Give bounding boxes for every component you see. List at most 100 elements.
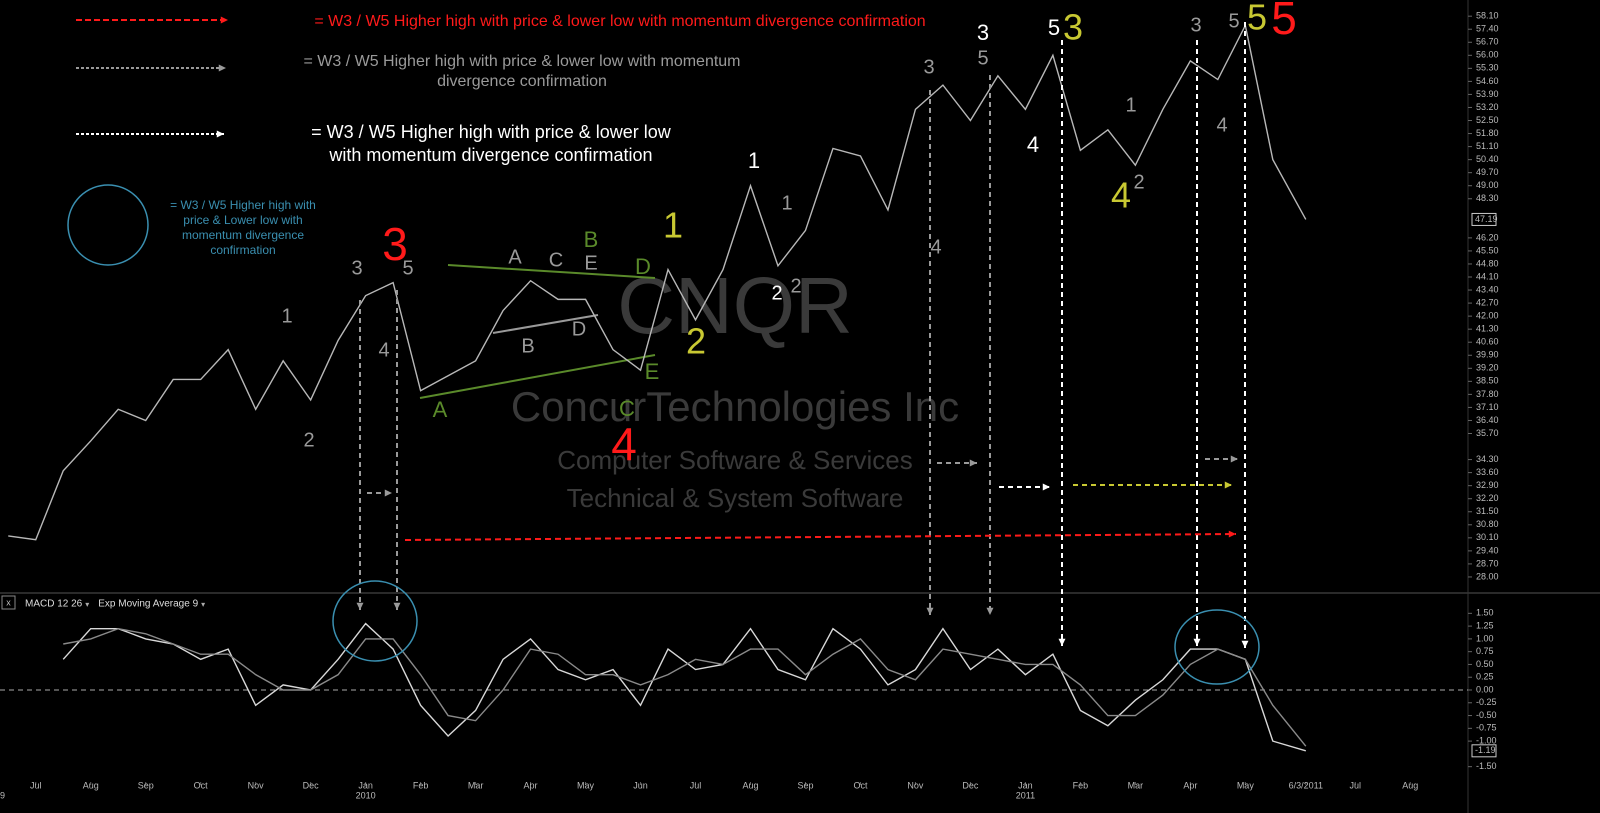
x-tick-label: May <box>577 780 595 790</box>
y-tick-label: 37.10 <box>1476 402 1499 412</box>
last-value-label: 47.19 <box>1475 214 1498 224</box>
y-tick-label: 34.30 <box>1476 454 1499 464</box>
divergence-arrow-head <box>1228 530 1236 538</box>
y-tick-label: 48.30 <box>1476 193 1499 203</box>
divergence-circle <box>1174 609 1260 685</box>
y-tick-label: 46.20 <box>1476 232 1499 242</box>
y-tick-label: -0.25 <box>1476 697 1497 707</box>
wave-label: B <box>521 335 534 357</box>
close-icon[interactable]: x <box>6 597 11 607</box>
wave-label: 3 <box>382 218 408 270</box>
y-tick-label: 43.40 <box>1476 284 1499 294</box>
y-tick-label: 1.25 <box>1476 620 1494 630</box>
wave-label: 5 <box>402 257 413 279</box>
x-tick-label: Aug <box>83 780 99 790</box>
wave-label: 2 <box>1133 171 1144 193</box>
wave-label: 1 <box>663 205 683 246</box>
divergence-arrow-head <box>969 459 977 467</box>
y-tick-label: 56.70 <box>1476 37 1499 47</box>
x-tick-label: Jan <box>1018 780 1033 790</box>
x-tick-label: Feb <box>1073 780 1089 790</box>
y-tick-label: 55.30 <box>1476 63 1499 73</box>
y-tick-label: 36.40 <box>1476 415 1499 425</box>
y-tick-label: 0.25 <box>1476 672 1494 682</box>
divergence-arrow-head <box>1230 455 1238 463</box>
y-tick-label: 44.10 <box>1476 271 1499 281</box>
wave-label: A <box>508 246 522 268</box>
y-tick-label: 32.20 <box>1476 493 1499 503</box>
wave-label: 5 <box>1048 15 1060 40</box>
wave-label: 2 <box>303 429 314 451</box>
y-tick-label: 40.60 <box>1476 337 1499 347</box>
trendline <box>492 314 599 334</box>
y-tick-label: 45.50 <box>1476 245 1499 255</box>
wave-label: 1 <box>1125 94 1136 116</box>
y-tick-label: 54.60 <box>1476 76 1499 86</box>
y-tick-label: 0.75 <box>1476 646 1494 656</box>
legend-note: price & Lower low with <box>183 213 302 227</box>
x-tick-label: Dec <box>303 780 320 790</box>
y-tick-label: 0.50 <box>1476 659 1494 669</box>
last-value-label: -1.19 <box>1475 745 1496 755</box>
legend-note: = W3 / W5 Higher high with price & lower… <box>311 122 672 142</box>
wave-label: 4 <box>1216 114 1227 136</box>
wave-label: A <box>433 397 448 422</box>
divergence-arrow <box>404 533 1237 541</box>
last-value-box <box>1471 212 1497 226</box>
wave-label: B <box>584 227 599 252</box>
trendline <box>447 264 656 279</box>
wave-label: 4 <box>611 418 637 470</box>
divergence-circle <box>332 580 418 662</box>
wave-label: 4 <box>378 339 389 361</box>
y-tick-label: 50.40 <box>1476 154 1499 164</box>
y-tick-label: 32.90 <box>1476 480 1499 490</box>
legend-note: with momentum divergence confirmation <box>328 145 652 165</box>
wave-label: 2 <box>790 275 801 297</box>
y-tick-label: 39.20 <box>1476 363 1499 373</box>
y-tick-label: 1.00 <box>1476 633 1494 643</box>
y-tick-label: 53.20 <box>1476 102 1499 112</box>
y-tick-label: 33.60 <box>1476 467 1499 477</box>
wave-label: 2 <box>686 321 706 362</box>
wave-label: 4 <box>930 236 941 258</box>
y-tick-label: -1.50 <box>1476 761 1497 771</box>
x-tick-label: Jul <box>1350 780 1362 790</box>
legend-note: = W3 / W5 Higher high with price & lower… <box>303 53 740 70</box>
y-tick-label: 30.80 <box>1476 519 1499 529</box>
x-tick-label: Apr <box>1183 780 1197 790</box>
legend-circle <box>67 184 149 266</box>
legend-dropdown: ▾ <box>201 600 205 609</box>
wave-label: C <box>549 249 563 271</box>
triangle-lines <box>419 264 656 399</box>
series-line <box>63 627 1307 747</box>
wave-label: 4 <box>1111 175 1131 216</box>
y-tick-label: 29.40 <box>1476 545 1499 555</box>
x-tick-label: Sep <box>797 780 813 790</box>
watermark-sector: Computer Software & Services <box>557 445 912 475</box>
x-tick-label: Dec <box>962 780 979 790</box>
y-tick-label: 28.00 <box>1476 571 1499 581</box>
legend-note: confirmation <box>210 243 275 257</box>
wave-label: 1 <box>748 148 760 173</box>
x-tick-label: Jul <box>30 780 42 790</box>
divergence-arrow-head <box>926 607 934 615</box>
y-tick-label: 52.50 <box>1476 115 1499 125</box>
legend-label: MACD 12 26 <box>25 599 83 610</box>
legend-note: momentum divergence <box>182 228 304 242</box>
divergence-arrow-head <box>1193 638 1201 646</box>
close-box[interactable] <box>1 595 16 610</box>
y-tick-label: 37.80 <box>1476 389 1499 399</box>
divergence-arrow-head <box>1058 638 1066 646</box>
divergence-arrow-head <box>356 602 364 610</box>
y-tick-label: 0.00 <box>1476 684 1494 694</box>
legend-arrow-head <box>218 64 226 72</box>
y-tick-label: 49.70 <box>1476 167 1499 177</box>
y-tick-label: 56.00 <box>1476 50 1499 60</box>
legend-dropdown: ▾ <box>85 600 89 609</box>
y-tick-label: -0.50 <box>1476 710 1497 720</box>
divergence-arrow-head <box>1241 640 1249 648</box>
x-tick-label: Jan <box>358 780 373 790</box>
wave-label: 3 <box>351 257 362 279</box>
x-tick-label: Apr <box>524 780 538 790</box>
